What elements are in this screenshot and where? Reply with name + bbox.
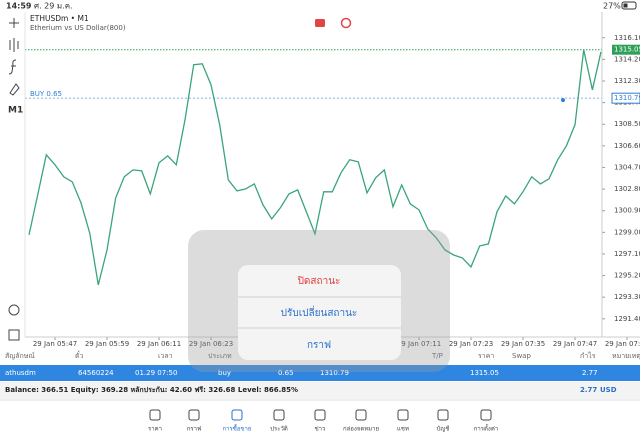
tab-bar: ราคา กราฟ การซื้อขาย ประวัติ ข่าว กล่องจดหมาย… (148, 409, 498, 433)
tab-icon[interactable] (149, 409, 161, 421)
new-order-tool[interactable] (8, 329, 20, 341)
x-tick-label: 29 Jan 06:11 (137, 340, 181, 348)
column-header: สัญลักษณ์ (5, 352, 35, 360)
y-tick-label: 1293.30 (614, 293, 640, 301)
column-header: หมายเหตุ (612, 352, 640, 360)
sell-button[interactable] (315, 19, 325, 27)
row-cell[interactable]: athusdm (5, 369, 36, 377)
x-tick-label: 29 Jan 07:23 (449, 340, 493, 348)
x-tick-label: 29 Jan 07:47 (553, 340, 597, 348)
chart: 1316.101314.201312.301310.401308.501306.… (25, 34, 640, 348)
account-currency: USD (600, 386, 617, 394)
timeframe[interactable]: M1 (8, 106, 23, 116)
x-tick-label: 29 Jan 07:35 (501, 340, 545, 348)
account-summary: Balance: 366.51 Equity: 369.28 หลักประกั… (5, 386, 298, 394)
column-header: ประเภท (208, 352, 232, 360)
battery-level (623, 3, 628, 8)
y-tick-label: 1300.90 (614, 207, 640, 215)
tab-icon[interactable] (355, 409, 367, 421)
column-header: เวลา (158, 352, 173, 360)
tab-label[interactable]: การตั้งค่า (474, 423, 498, 433)
status-battery: 27% (603, 2, 621, 11)
account-bar (0, 382, 640, 399)
y-tick-label: 1314.20 (614, 55, 640, 63)
column-header: Swap (512, 352, 531, 360)
column-header: T/P (431, 352, 443, 360)
y-tick-label: 1297.10 (614, 250, 640, 258)
status-date: ศ. 29 ม.ค. (34, 2, 73, 11)
tab-label[interactable]: การซื้อขาย (223, 423, 252, 433)
position-price-label: 1310.79 (614, 94, 640, 102)
tab-icon[interactable] (437, 409, 449, 421)
x-tick-label: 29 Jan 05:47 (33, 340, 77, 348)
x-tick-label: 29 Jan 05:59 (85, 340, 129, 348)
current-price-box (612, 44, 640, 55)
tab-label[interactable]: บัญชี (437, 425, 450, 433)
crosshair-tool[interactable] (9, 18, 19, 28)
tab-label[interactable]: ข่าว (315, 426, 326, 433)
x-tick-label: 29 Jan 06:23 (189, 340, 233, 348)
row-cell[interactable]: 2.77 (582, 369, 598, 377)
y-tick-label: 1299.00 (614, 228, 640, 236)
column-header: ราคา (478, 352, 494, 360)
column-header: กำไร (580, 351, 596, 360)
action-close[interactable]: ปิดสถานะ (297, 276, 340, 287)
positions-table: สัญลักษณ์ ตั๋ว เวลา ประเภท T/P ราคา Swap กำไร หม… (0, 351, 640, 381)
row-cell[interactable]: 1310.79 (320, 369, 349, 377)
position-price-box (611, 92, 640, 104)
tab-icon[interactable] (314, 409, 326, 421)
y-tick-label: 1312.30 (614, 77, 640, 85)
y-tick-label: 1302.80 (614, 185, 640, 193)
row-cell[interactable]: 01.29 07:50 (135, 369, 177, 377)
y-tick-label: 1295.20 (614, 272, 640, 280)
tab-label[interactable]: ราคา (148, 426, 162, 433)
tab-icon[interactable] (188, 409, 200, 421)
position-label: BUY 0.65 (30, 90, 62, 98)
chart-title: ETHUSDm • M1 (30, 14, 89, 23)
y-tick-label: 1306.60 (614, 142, 640, 150)
status-time: 14:59 (6, 2, 32, 11)
zoom-tool[interactable] (8, 304, 20, 316)
tab-label[interactable]: แชท (397, 426, 409, 433)
tab-label[interactable]: กราฟ (187, 426, 201, 433)
current-price-label: 1315.05 (614, 46, 640, 54)
objects-tool[interactable] (9, 83, 20, 96)
action-sheet (238, 265, 401, 360)
selected-row (0, 365, 640, 381)
y-tick-label: 1316.10 (614, 34, 640, 42)
action-modify[interactable]: ปรับเปลี่ยนสถานะ (281, 305, 358, 319)
x-tick-label: 29 Jan 07:11 (397, 340, 441, 348)
row-cell[interactable]: buy (218, 369, 231, 377)
entry-marker (561, 98, 565, 103)
y-tick-label: 1308.50 (614, 120, 640, 128)
tab-label[interactable]: กล่องจดหมาย (343, 426, 379, 433)
tab-icon[interactable] (273, 409, 285, 421)
row-cell[interactable]: 0.65 (278, 369, 294, 377)
indicator-tool[interactable] (8, 59, 17, 75)
x-tick-label: 29 Jan 07:59 (605, 340, 640, 348)
toolbar (8, 18, 20, 341)
chart-type-tool[interactable] (9, 38, 19, 52)
price-line (28, 49, 602, 286)
tab-icon[interactable] (231, 409, 243, 421)
y-tick-label: 1304.70 (614, 163, 640, 171)
tab-icon[interactable] (397, 409, 409, 421)
row-cell[interactable]: 1315.05 (470, 369, 499, 377)
battery-icon (621, 1, 637, 10)
buy-button[interactable] (340, 17, 352, 29)
row-cell[interactable]: 64560224 (78, 369, 114, 377)
y-tick-label: 1291.40 (614, 315, 640, 323)
tab-label[interactable]: ประวัติ (270, 426, 288, 433)
account-profit: 2.77 (580, 386, 597, 394)
column-header: ตั๋ว (75, 351, 84, 360)
action-chart[interactable]: กราฟ (307, 340, 331, 351)
tab-icon[interactable] (480, 409, 492, 421)
chart-subtitle: Etherium vs US Dollar(800) (30, 24, 126, 32)
